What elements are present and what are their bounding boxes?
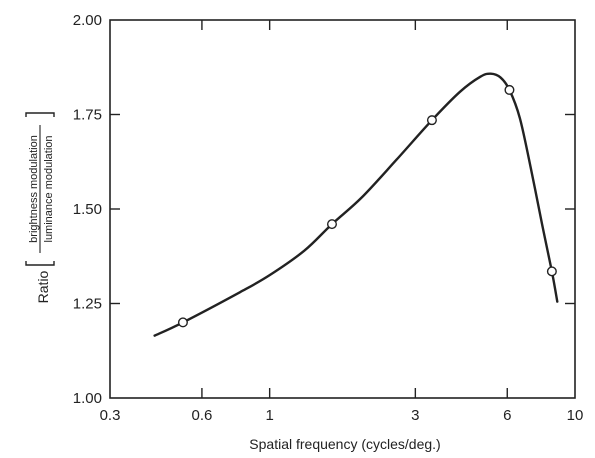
y-tick-label: 1.50 <box>73 201 102 218</box>
y-axis-bracket-right <box>25 112 55 117</box>
x-tick-label: 1 <box>265 407 273 424</box>
data-point <box>426 115 437 126</box>
x-tick-label: 0.3 <box>100 407 121 424</box>
x-tick-label: 6 <box>503 407 511 424</box>
x-tick-label: 0.6 <box>191 407 212 424</box>
y-axis-ticks: 1.00 1.25 1.50 1.75 2.00 <box>73 12 575 407</box>
data-point <box>326 219 337 230</box>
x-tick-label: 10 <box>567 407 584 424</box>
y-axis-title: Ratio brightness modulation luminance mo… <box>25 112 55 303</box>
y-tick-label: 1.00 <box>73 390 102 407</box>
x-axis-title: Spatial frequency (cycles/deg.) <box>249 436 440 452</box>
y-tick-label: 1.75 <box>73 107 102 124</box>
y-axis-title-prefix: Ratio <box>35 270 51 303</box>
series-curve <box>153 72 559 337</box>
data-point <box>504 84 515 95</box>
plot-frame <box>109 19 576 399</box>
x-axis-ticks: 0.3 0.6 1 3 6 10 <box>100 20 584 424</box>
y-axis-bracket-left <box>25 261 55 266</box>
y-tick-label: 2.00 <box>73 12 102 29</box>
y-axis-title-numerator: brightness modulation <box>28 135 40 243</box>
data-point <box>177 317 188 328</box>
y-tick-label: 1.25 <box>73 296 102 313</box>
y-axis-title-denominator: luminance modulation <box>43 135 55 242</box>
data-points <box>177 84 557 328</box>
x-tick-label: 3 <box>411 407 419 424</box>
data-point <box>546 266 557 277</box>
